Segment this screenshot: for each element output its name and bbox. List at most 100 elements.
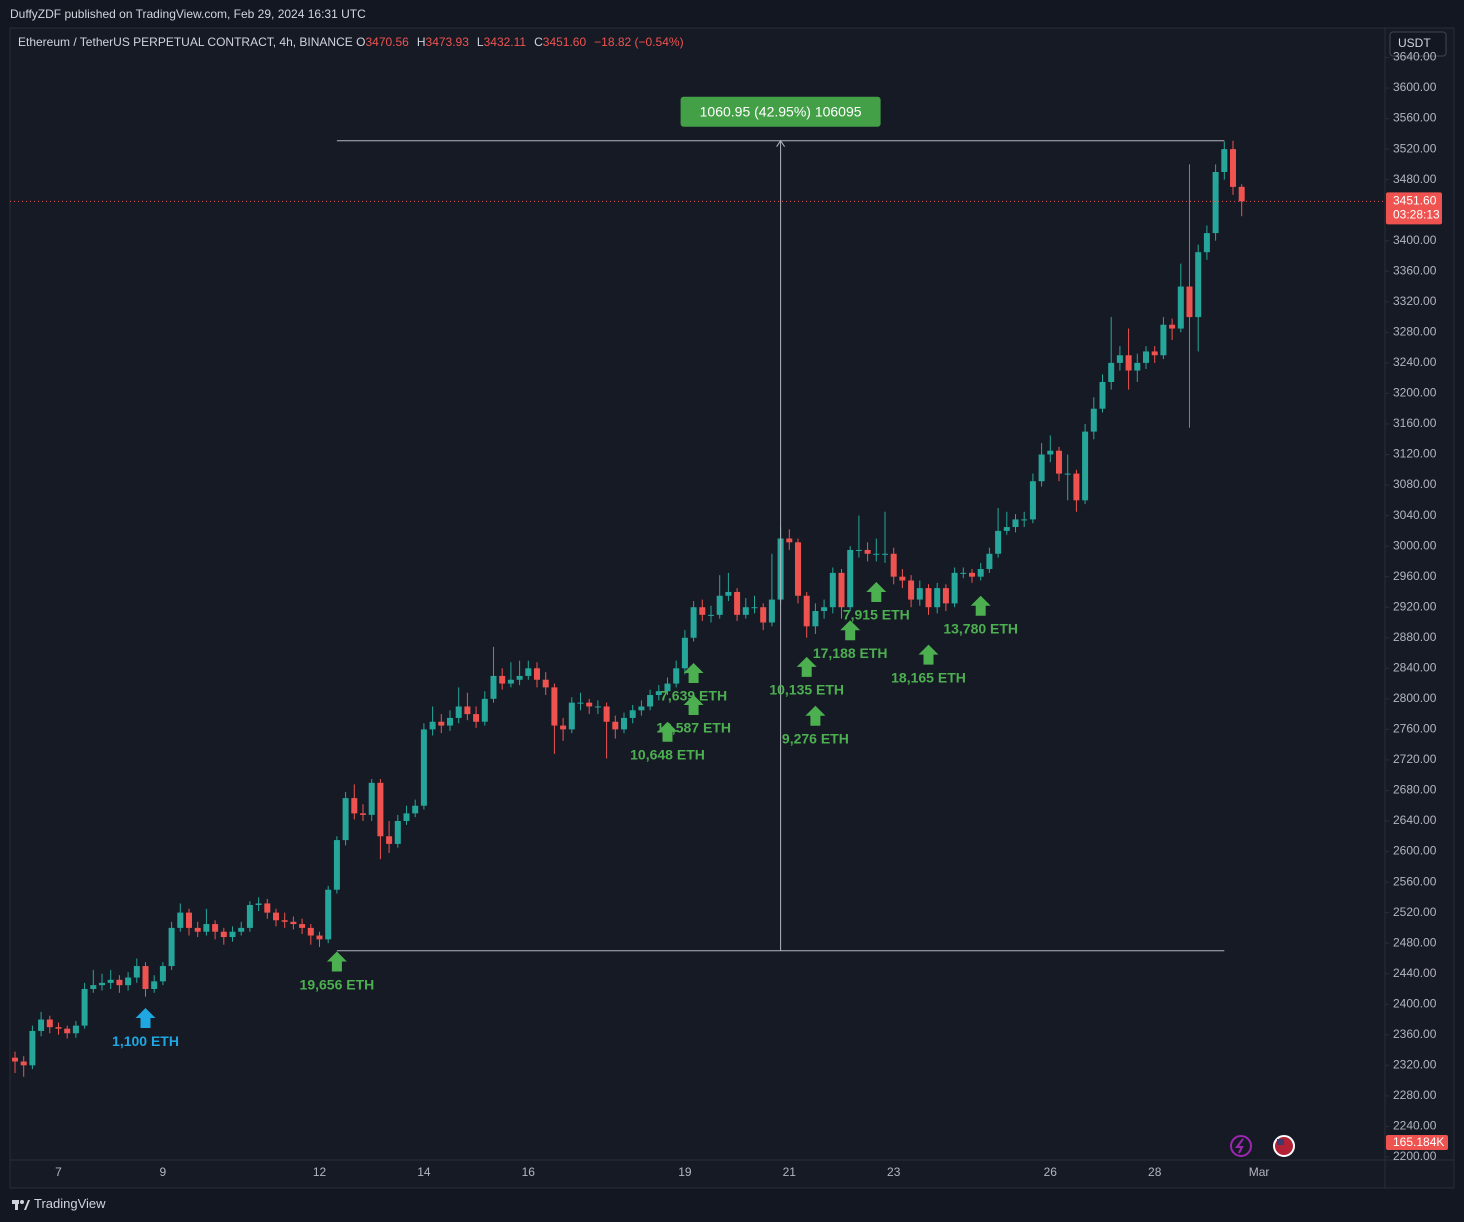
candle-body xyxy=(655,691,662,696)
plot xyxy=(12,140,1245,1077)
candle-body xyxy=(55,1027,62,1029)
annotation-arrow xyxy=(326,951,347,972)
x-tick-label: 9 xyxy=(160,1165,167,1179)
volume-label: 165.184K xyxy=(1393,1135,1444,1149)
last-price-label: 3451.60 xyxy=(1393,194,1437,208)
candle-body xyxy=(1038,454,1045,482)
y-tick-label: 2520.00 xyxy=(1393,905,1437,919)
candle-body xyxy=(795,542,801,596)
candle-body xyxy=(64,1028,71,1034)
annotation-label: 19,656 ETH xyxy=(300,976,375,992)
candle-body xyxy=(942,588,949,604)
candle-body xyxy=(1134,362,1141,371)
y-tick-label: 2640.00 xyxy=(1393,813,1437,827)
candle-body xyxy=(499,675,506,684)
x-tick-label: 7 xyxy=(55,1165,62,1179)
candle-body xyxy=(38,1019,45,1031)
annotation-arrow xyxy=(683,695,704,716)
y-tick-label: 3000.00 xyxy=(1393,538,1437,552)
candle-body xyxy=(969,572,975,577)
candle-body xyxy=(1047,450,1054,455)
candle-body xyxy=(125,977,132,986)
y-tick-label: 3320.00 xyxy=(1393,294,1437,308)
candle-body xyxy=(890,553,897,577)
candle-body xyxy=(951,572,958,604)
candle-body xyxy=(673,668,680,684)
candle-body xyxy=(151,981,158,989)
candle-body xyxy=(394,821,401,844)
candle-body xyxy=(1160,324,1167,356)
y-tick-label: 3360.00 xyxy=(1393,263,1437,277)
ohlc-value: 3470.56 xyxy=(365,35,409,49)
candle-body xyxy=(525,668,532,676)
candle-body xyxy=(1238,186,1245,202)
candle-body xyxy=(229,931,236,938)
candle-body xyxy=(212,924,219,932)
candle-body xyxy=(1125,355,1132,371)
annotation-label: 17,188 ETH xyxy=(813,645,888,661)
y-tick-label: 3400.00 xyxy=(1393,233,1437,247)
candle-body xyxy=(1021,519,1028,521)
footer: TradingView xyxy=(12,1196,106,1211)
candle-body xyxy=(351,798,358,814)
candle-body xyxy=(420,729,427,806)
candle-body xyxy=(273,912,279,921)
candle-body xyxy=(81,988,88,1026)
icon[interactable] xyxy=(1230,1135,1252,1157)
y-tick-label: 3160.00 xyxy=(1393,416,1437,430)
y-tick-label: 2840.00 xyxy=(1393,660,1437,674)
publisher: DuffyZDF published on TradingView.com, F… xyxy=(10,7,366,21)
y-tick-label: 2400.00 xyxy=(1393,996,1437,1010)
candle-body xyxy=(159,966,166,982)
candle-body xyxy=(342,798,349,841)
x-tick-label: 19 xyxy=(678,1165,692,1179)
candle-body xyxy=(403,813,410,821)
y-tick-label: 3200.00 xyxy=(1393,386,1437,400)
x-tick-label: 16 xyxy=(522,1165,536,1179)
candle-body xyxy=(708,614,714,616)
candle-body xyxy=(490,675,497,699)
candle-body xyxy=(1203,233,1210,253)
candle-body xyxy=(455,706,462,718)
candle-body xyxy=(986,553,993,570)
candle-body xyxy=(177,912,184,928)
logo xyxy=(12,1199,30,1210)
candle-body xyxy=(12,1057,18,1062)
candle-body xyxy=(325,889,332,940)
y-tick-label: 3640.00 xyxy=(1393,50,1437,64)
candle-body xyxy=(186,912,192,928)
candle-body xyxy=(142,966,149,989)
y-tick-label: 2800.00 xyxy=(1393,691,1437,705)
currency-button[interactable] xyxy=(1389,31,1447,57)
candle-body xyxy=(568,702,575,730)
annotation-arrow xyxy=(657,721,678,742)
candle-body xyxy=(255,903,262,905)
y-tick-label: 2880.00 xyxy=(1393,630,1437,644)
candle-body xyxy=(1212,172,1219,234)
annotation-label: 1,100 ETH xyxy=(112,1033,179,1049)
candle-body xyxy=(1143,351,1149,363)
y-tick-label: 2720.00 xyxy=(1393,752,1437,766)
annotation-arrow xyxy=(970,595,991,616)
candle-body xyxy=(1186,286,1193,318)
y-tick-label: 2320.00 xyxy=(1393,1057,1437,1071)
x-tick-label: 28 xyxy=(1148,1165,1162,1179)
candle-body xyxy=(1073,473,1080,501)
candle-body xyxy=(107,979,114,983)
candle-body xyxy=(133,966,140,978)
x-tick-label: 26 xyxy=(1044,1165,1058,1179)
candle-body xyxy=(612,721,619,730)
measure-box xyxy=(680,96,881,127)
chart-pane xyxy=(9,27,1455,1189)
candle-body xyxy=(586,702,593,707)
symbol: Ethereum / TetherUS PERPETUAL CONTRACT, … xyxy=(18,35,353,49)
candle-body xyxy=(899,576,906,581)
x-tick-label: 21 xyxy=(783,1165,797,1179)
candle-body xyxy=(664,683,671,692)
legend: Ethereum / TetherUS PERPETUAL CONTRACT, … xyxy=(18,35,692,49)
candle-body xyxy=(473,714,480,722)
candle-body xyxy=(560,725,567,730)
candle-body xyxy=(803,595,810,627)
